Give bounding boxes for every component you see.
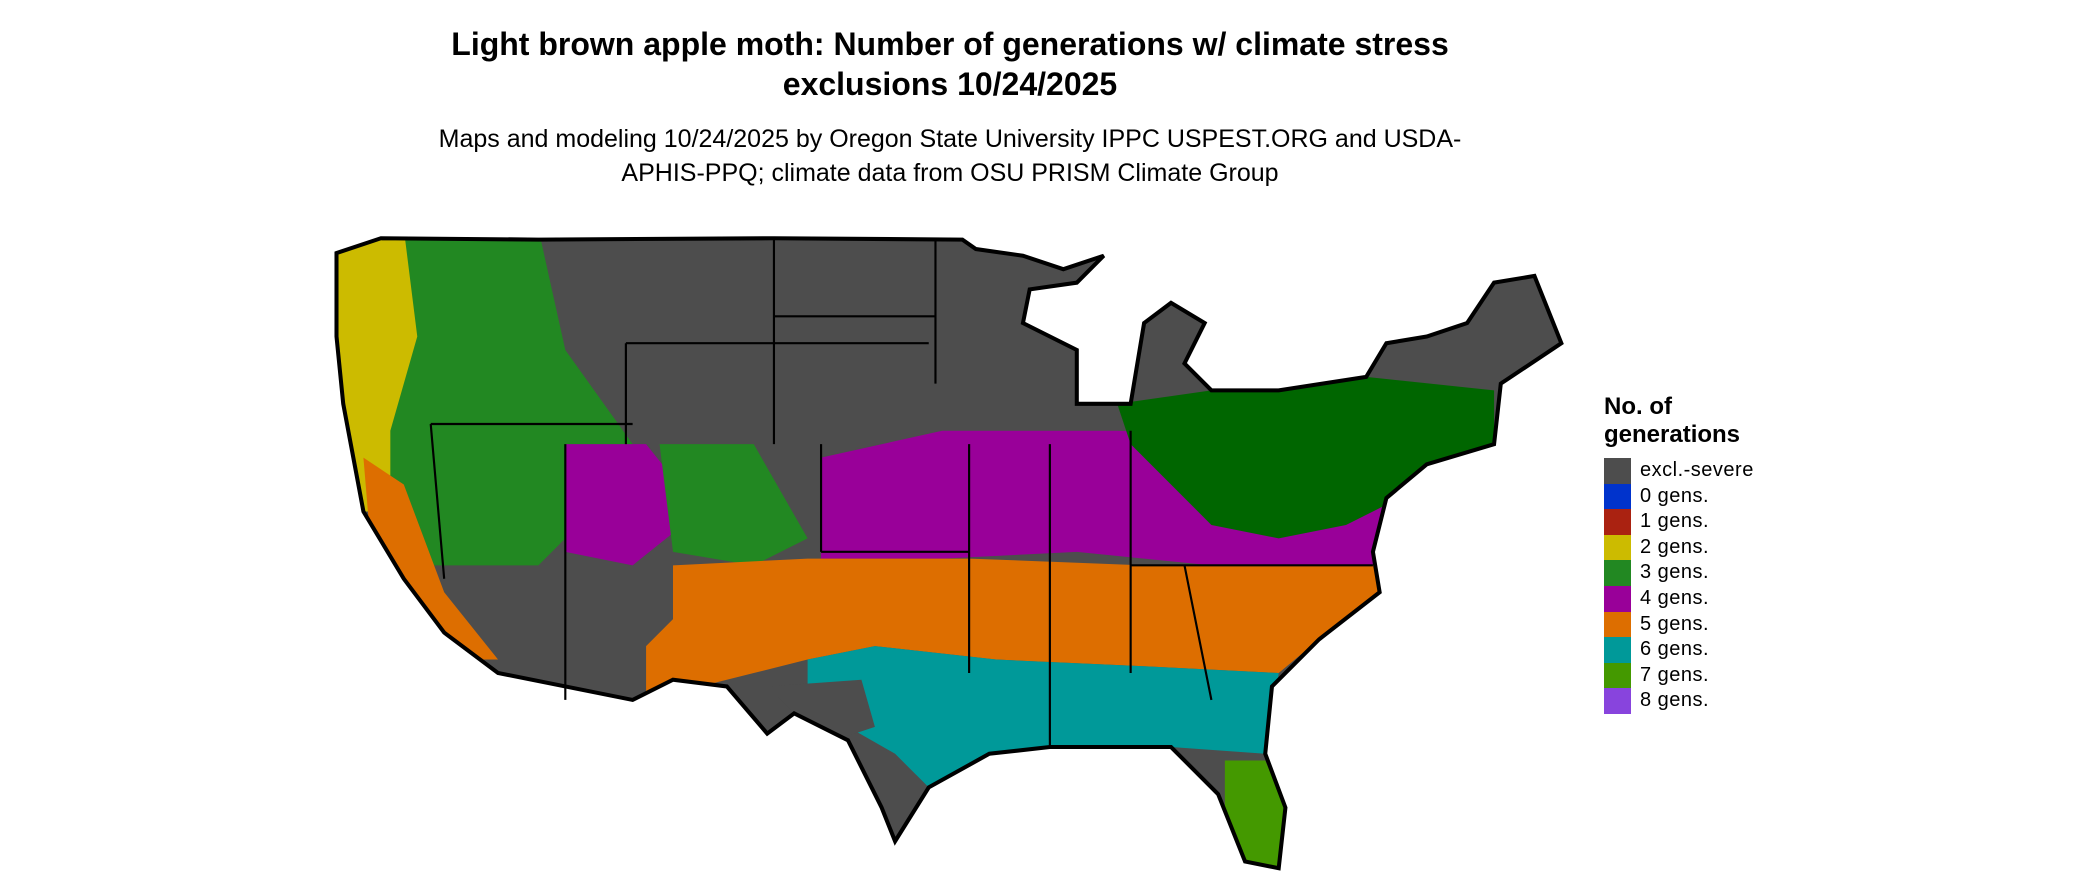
legend-swatch <box>1604 637 1631 664</box>
region-5gens-south <box>646 558 1380 694</box>
legend-swatch <box>1604 458 1631 484</box>
legend-swatch <box>1604 534 1631 561</box>
legend-swatch <box>1604 611 1631 638</box>
legend-swatch <box>1604 483 1631 510</box>
legend-label: 3 gens. <box>1640 561 1710 584</box>
region-3gens-southwest <box>659 444 808 566</box>
legend-item: 4 gens. <box>1604 586 1824 612</box>
legend-label: excl.-severe <box>1640 459 1754 481</box>
legend-swatch <box>1604 509 1631 536</box>
region-5gens-california <box>363 457 499 660</box>
legend-swatch <box>1604 560 1631 587</box>
legend-item: excl.-severe <box>1604 458 1824 484</box>
region-excluded-texas <box>767 679 875 741</box>
legend-label: 6 gens. <box>1640 638 1710 661</box>
legend-label: 1 gens. <box>1640 510 1710 533</box>
legend-label: 5 gens. <box>1640 612 1710 635</box>
legend-label: 7 gens. <box>1640 663 1710 686</box>
legend-label: 4 gens. <box>1640 587 1710 609</box>
legend-item: 5 gens. <box>1604 611 1824 638</box>
legend-title: No. of generations <box>1604 393 1741 448</box>
legend-label: 0 gens. <box>1640 484 1710 507</box>
legend-item: 1 gens. <box>1604 509 1824 536</box>
legend-item: 8 gens. <box>1604 688 1824 715</box>
legend-item: 0 gens. <box>1604 483 1824 510</box>
title: Light brown apple moth: Number of genera… <box>451 26 1449 102</box>
region-7gens-florida <box>1224 760 1286 869</box>
legend-item: 3 gens. <box>1604 560 1824 587</box>
legend-label: 2 gens. <box>1640 535 1710 558</box>
region-6gens-gulf <box>807 646 1279 788</box>
subtitle: Maps and modeling 10/24/2025 by Oregon S… <box>438 125 1462 187</box>
legend-item: 2 gens. <box>1604 534 1824 561</box>
legend-item: 7 gens. <box>1604 662 1824 689</box>
legend-label: 8 gens. <box>1640 689 1710 712</box>
state-lines <box>429 238 1373 748</box>
legend-item: 6 gens. <box>1604 637 1824 664</box>
legend-swatch <box>1604 688 1631 715</box>
legend-swatch <box>1604 586 1631 612</box>
state-borders <box>429 238 1373 748</box>
legend-swatch <box>1604 662 1631 689</box>
